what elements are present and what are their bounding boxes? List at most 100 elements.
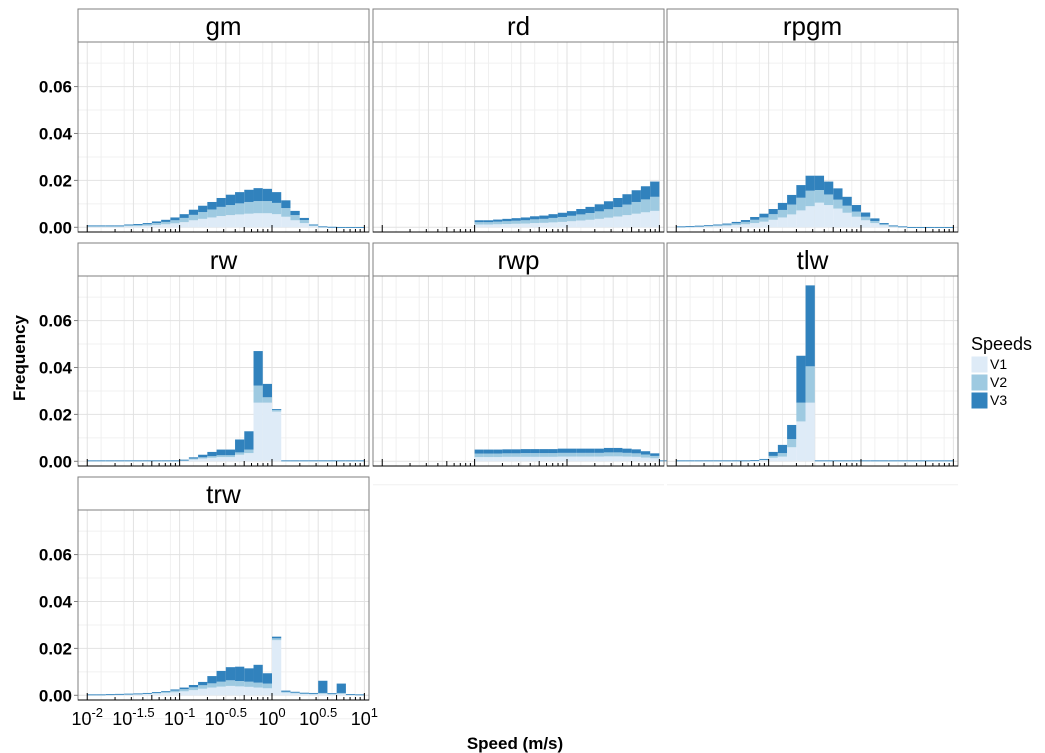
facet-panel-rwp: rwp [372, 242, 752, 486]
bar-segment-v3 [179, 459, 189, 461]
bar-segment-v3 [934, 460, 945, 462]
bar-segment-v3 [916, 227, 926, 228]
bar-segment-v3 [207, 676, 217, 684]
bar-segment-v3 [327, 693, 337, 694]
bar-segment-v1 [262, 688, 272, 696]
bar-segment-v1 [805, 206, 815, 228]
bar-segment-v3 [493, 449, 503, 454]
bar-segment-v1 [731, 224, 741, 228]
bar-segment-v3 [567, 211, 577, 216]
facet-strip [77, 476, 370, 511]
bar-segment-v1 [750, 223, 760, 228]
bar-segment-v2 [161, 221, 171, 225]
bar-segment-v3 [336, 227, 346, 228]
bar-segment-v1 [576, 456, 586, 462]
bar-segment-v1 [685, 226, 695, 228]
bar-segment-v2 [557, 216, 567, 222]
y-axis: 0.00 0.02 0.04 0.06 [39, 78, 78, 237]
bar-segment-v1 [557, 221, 567, 228]
legend-key-v2 [970, 373, 989, 392]
bar-segment-v2 [622, 452, 632, 457]
bar-segment-v1 [796, 210, 806, 228]
bar-segment-v3 [336, 683, 346, 693]
bar-segment-v2 [870, 220, 880, 224]
bar-segment-v3 [576, 448, 586, 453]
bar-segment-v1 [114, 226, 125, 228]
bar-segment-v1 [281, 216, 291, 228]
bar-segment-v1 [483, 224, 494, 228]
bar-segment-v3 [603, 447, 614, 453]
bar-segment-v3 [225, 194, 236, 206]
bar-segment-v2 [151, 692, 162, 694]
bar-segment-v3 [124, 460, 134, 462]
bar-segment-v2 [235, 203, 245, 215]
x-axis [373, 459, 664, 467]
bar-segment-v1 [787, 447, 797, 462]
facet-strip-label: rpgm [783, 11, 842, 41]
bar-segment-v1 [244, 213, 254, 228]
bar-segment-v3 [179, 687, 189, 690]
y-tick-label: 0.06 [39, 312, 72, 331]
bar-segment-v1 [842, 212, 852, 228]
bar-segment-v2 [281, 691, 291, 693]
bar-segment-v3 [493, 219, 503, 222]
bar-segment-v3 [114, 225, 125, 227]
bar-segment-v1 [520, 456, 531, 462]
bar-segment-v3 [253, 664, 263, 683]
bar-segment-v3 [833, 460, 843, 462]
bar-segment-v2 [188, 214, 199, 221]
bar-segment-v2 [198, 212, 208, 219]
bar-segment-v3 [188, 209, 199, 215]
bar-segment-v3 [474, 220, 484, 223]
plot-area [373, 276, 664, 466]
bar-segment-v3 [290, 691, 300, 693]
bar-segment-v2 [539, 453, 549, 457]
bar-segment-v3 [114, 460, 125, 462]
bar-segment-v2 [244, 201, 254, 214]
y-tick-label: 0.02 [39, 639, 72, 658]
bar-segment-v3 [142, 692, 152, 694]
bar-segment-v2 [502, 221, 512, 225]
bar-segment-v1 [631, 213, 641, 228]
bar-segment-v2 [805, 366, 815, 403]
bar-segment-v1 [768, 219, 778, 228]
bar-segment-v3 [105, 694, 115, 695]
bar-segment-v2 [530, 453, 540, 457]
bar-segment-v2 [640, 199, 651, 213]
bar-segment-v1 [861, 220, 871, 228]
bar-segment-v1 [777, 217, 788, 228]
bar-segment-v3 [805, 175, 815, 191]
bar-segment-v3 [731, 221, 741, 224]
bar-segment-v1 [272, 640, 282, 696]
bar-segment-v2 [530, 219, 540, 224]
bar-segment-v1 [179, 460, 189, 462]
facet-strip [77, 242, 370, 277]
bar-segment-v1 [567, 456, 577, 462]
bar-segment-v3 [539, 215, 549, 219]
bar-segment-v2 [777, 453, 788, 457]
y-tick-label: 0.00 [39, 452, 72, 471]
bar-segment-v1 [262, 213, 272, 228]
bar-segment-v3 [650, 453, 660, 456]
bar-segment-v2 [650, 196, 660, 211]
bar-segment-v1 [502, 456, 512, 462]
bar-segment-v1 [622, 456, 632, 462]
bar-segment-v2 [225, 205, 236, 216]
bar-segment-v3 [530, 216, 540, 220]
bar-segment-v2 [262, 201, 272, 214]
bar-segment-v3 [502, 218, 512, 222]
bar-segment-v2 [299, 693, 309, 694]
facet-strip [372, 8, 665, 43]
bar-segment-v2 [520, 453, 531, 457]
bar-segment-v2 [179, 217, 189, 223]
bar-segment-v3 [631, 449, 641, 454]
bar-segment-v1 [759, 460, 769, 462]
bar-segment-v3 [631, 190, 641, 202]
bar-segment-v3 [299, 460, 309, 462]
bar-segment-v2 [483, 453, 494, 458]
bar-segment-v2 [768, 455, 778, 458]
bar-segment-v2 [308, 224, 319, 226]
bar-segment-v3 [151, 460, 162, 462]
bar-segment-v1 [740, 224, 751, 228]
facet-strip-label: rwp [498, 245, 540, 275]
